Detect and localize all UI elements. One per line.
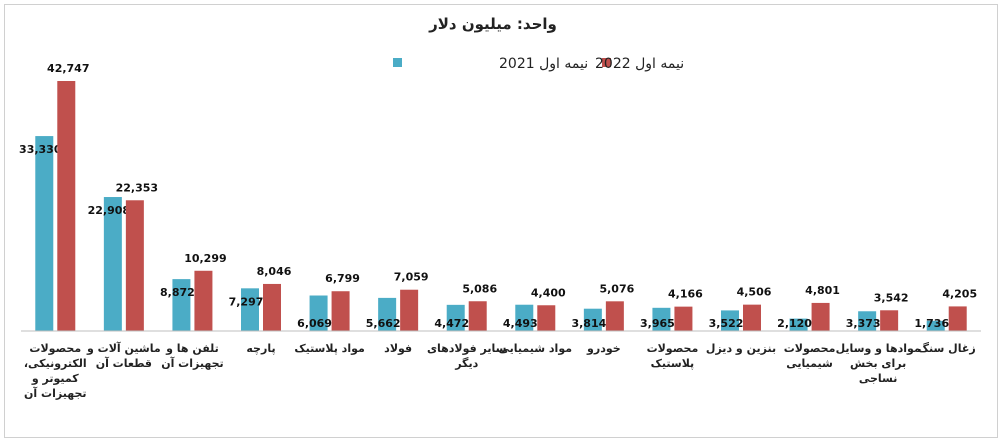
category-label: سایر فولادهای (427, 342, 507, 355)
value-label: 5,662 (366, 317, 401, 330)
category-label: قطعات آن (96, 356, 152, 370)
category-label: پلاستیک (651, 357, 695, 370)
value-label: 5,076 (599, 282, 634, 295)
category-label: موادها و وسایل (836, 342, 921, 355)
category-label: کمیوتر و (31, 372, 79, 385)
legend-label: نیمه اول 2022 (595, 56, 684, 72)
bar (948, 306, 967, 331)
bar (331, 291, 350, 331)
category-label: شیمیایی (786, 357, 833, 370)
bars: 33,330 42,747 22,908 22,353 8,872 10,299 7,297… (19, 62, 977, 331)
value-label: 6,799 (325, 272, 360, 285)
value-label: 3,542 (874, 291, 909, 304)
legend-swatch (602, 58, 611, 67)
bar (537, 305, 556, 331)
bar (926, 320, 945, 331)
bar (378, 297, 397, 331)
category-label: محصولات (29, 342, 81, 355)
category-label: برای بخش (850, 357, 906, 370)
bar (103, 197, 122, 331)
value-label: 8,046 (257, 265, 292, 278)
bar (583, 308, 602, 331)
bar (35, 136, 54, 331)
bar (674, 306, 693, 331)
bar (721, 310, 739, 331)
value-label: 4,506 (737, 286, 772, 299)
category-label: نساجی (859, 372, 898, 385)
bar (515, 304, 534, 331)
category-label: خودرو (586, 342, 621, 355)
bar (605, 301, 624, 331)
value-label: 4,400 (531, 286, 566, 299)
value-label: 33,330 (19, 143, 62, 156)
category-label: پارچه (246, 342, 275, 355)
bar (652, 307, 671, 331)
bar (468, 301, 487, 331)
value-label: 5,086 (462, 282, 497, 295)
category-label: تلفن ها و (165, 342, 219, 355)
value-label: 22,908 (88, 204, 130, 217)
bar (811, 302, 830, 331)
legend-swatch (393, 58, 402, 67)
category-label: الکترونیکی، (24, 357, 87, 370)
value-label: 7,059 (394, 271, 429, 284)
value-label: 1,736 (914, 317, 949, 330)
bar (263, 283, 281, 331)
legend: نیمه اول 2022 نیمه اول 2021 (393, 56, 684, 72)
bar (125, 200, 144, 331)
bar (172, 279, 191, 331)
bar (858, 311, 877, 331)
bar (789, 318, 808, 331)
category-label: تجهیزات آن (161, 356, 223, 370)
value-label: 4,801 (805, 284, 840, 297)
value-label: 3,522 (709, 317, 744, 330)
category-label: محصولات (647, 342, 699, 355)
legend-label: نیمه اول 2021 (499, 56, 588, 72)
value-label: 8,872 (160, 286, 195, 299)
chart-frame: واحد: میلیون دلار نیمه اول 2022 نیمه اول … (4, 4, 998, 438)
category-label: زغال سنگ (918, 341, 976, 355)
bar (743, 304, 761, 331)
value-label: 3,965 (640, 317, 675, 330)
value-label: 42,747 (47, 62, 89, 75)
value-label: 22,353 (116, 181, 158, 194)
value-label: 4,472 (434, 317, 469, 330)
category-label: ماشین آلات و (86, 341, 161, 355)
category-label: فولاد (384, 342, 412, 355)
bar (400, 289, 419, 331)
category-label: محصولات (784, 342, 836, 355)
category-label: بنزین و دیزل (706, 342, 776, 355)
value-label: 4,493 (503, 317, 538, 330)
category-label: دیگر (454, 357, 478, 370)
category-label: تجهیزات آن (24, 386, 86, 400)
bar (241, 288, 259, 331)
category-label: مواد شیمیایی (499, 342, 573, 355)
value-label: 6,069 (297, 317, 332, 330)
value-label: 4,205 (942, 287, 977, 300)
bar (309, 295, 328, 331)
value-label: 3,814 (571, 317, 606, 330)
bar (880, 310, 899, 331)
bar (194, 270, 213, 331)
value-label: 2,120 (777, 317, 812, 330)
bar (57, 81, 76, 331)
chart-title: واحد: میلیون دلار (428, 15, 557, 33)
category-label: مواد پلاستیک (294, 342, 365, 355)
value-label: 10,299 (184, 252, 226, 265)
bar (446, 304, 465, 331)
value-label: 4,166 (668, 288, 703, 301)
value-label: 7,297 (229, 295, 264, 308)
value-label: 3,373 (846, 317, 881, 330)
